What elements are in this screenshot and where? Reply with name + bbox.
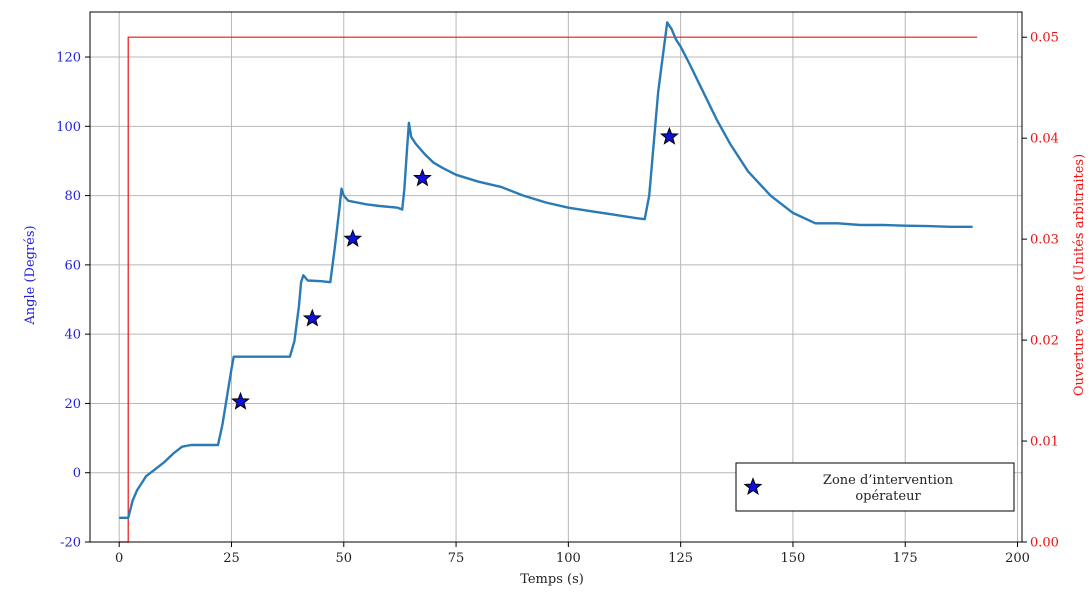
x-tick-label: 0 [115,551,123,566]
angle-series [119,21,973,519]
y-right-tick-label: 0.02 [1030,334,1059,349]
y-right-tick-label: 0.00 [1030,536,1059,551]
legend-star-marker [743,477,763,496]
operator-star-marker [659,126,679,145]
y-right-axis-title: Ouverture vanne (Unités arbitraites) [1072,154,1087,396]
operator-star-marker [231,391,250,410]
ticks: 0 25 50 75 100 125 150 175 200 -20 0 20 40 60 80 100 120… [56,31,1059,566]
y-left-tick-label: 0 [73,466,81,481]
x-tick-label: 50 [336,551,353,566]
y-left-axis-title: Angle (Degrés) [23,225,38,325]
x-axis-title: Temps (s) [520,572,584,587]
plot-frame [89,11,1023,543]
axes [89,11,1023,543]
y-left-tick-label: 20 [64,397,81,412]
legend: Zone d’intervention opérateur [735,462,1015,512]
y-left-tick-label: 100 [56,120,81,135]
y-right-tick-label: 0.05 [1030,31,1059,46]
x-tick-label: 75 [448,551,465,566]
y-left-tick-label: 40 [64,328,81,343]
x-tick-label: 125 [668,551,693,566]
x-tick-label: 100 [556,551,581,566]
x-tick-label: 25 [223,551,240,566]
operator-star-marker [412,168,432,187]
y-left-tick-label: -20 [60,536,81,551]
x-tick-label: 150 [781,551,806,566]
x-tick-label: 200 [1005,551,1030,566]
legend-label-line1: Zone d’intervention [823,473,954,488]
x-tick-label: 175 [893,551,918,566]
operator-markers [231,126,679,410]
y-right-tick-label: 0.03 [1030,233,1059,248]
y-left-tick-label: 120 [56,51,81,66]
y-right-tick-label: 0.04 [1030,132,1059,147]
y-right-tick-label: 0.01 [1030,435,1059,450]
angle-line [119,21,973,519]
operator-star-marker [302,308,322,327]
y-left-tick-label: 60 [64,258,81,273]
legend-label-line2: opérateur [855,489,921,504]
operator-star-marker [343,229,363,247]
legend-box [735,462,1015,512]
y-left-tick-label: 80 [64,189,81,204]
